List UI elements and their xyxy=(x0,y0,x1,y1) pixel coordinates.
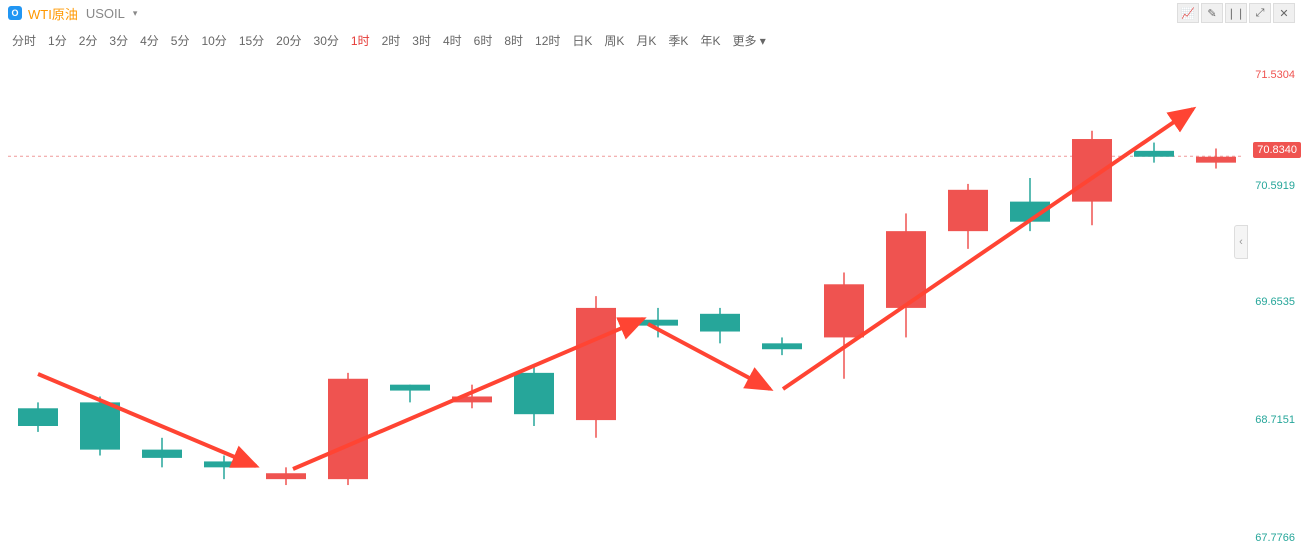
timeframe-12时[interactable]: 12时 xyxy=(535,32,560,49)
timeframe-30分[interactable]: 30分 xyxy=(314,32,339,49)
collapse-handle-icon[interactable]: ‹ xyxy=(1234,225,1248,259)
timeframe-月K[interactable]: 月K xyxy=(636,32,656,49)
timeframe-年K[interactable]: 年K xyxy=(700,32,720,49)
timeframe-2分[interactable]: 2分 xyxy=(79,32,98,49)
current-price-badge: 70.8340 xyxy=(1253,142,1301,158)
header: O WTI原油 USOIL ▾ 📈 ✎ ❘❘ ⤢ ✕ xyxy=(0,0,1303,26)
price-axis: 71.5304 70.5919 69.6535 68.7151 67.7766 70.83… xyxy=(1243,54,1303,550)
price-tick: 71.5304 xyxy=(1255,69,1295,81)
toolbar: 📈 ✎ ❘❘ ⤢ ✕ xyxy=(1177,3,1295,23)
candlestick-chart xyxy=(8,54,1243,550)
timeframe-1时[interactable]: 1时 xyxy=(351,32,370,49)
price-tick: 68.7151 xyxy=(1255,414,1295,426)
symbol-code: USOIL xyxy=(86,6,125,21)
timeframe-15分[interactable]: 15分 xyxy=(239,32,264,49)
symbol-name: WTI原油 xyxy=(28,4,78,23)
timeframe-日K[interactable]: 日K xyxy=(572,32,592,49)
timeframe-6时[interactable]: 6时 xyxy=(474,32,493,49)
symbol-info[interactable]: O WTI原油 USOIL ▾ xyxy=(8,4,137,23)
chevron-down-icon[interactable]: ▾ xyxy=(133,8,138,19)
timeframe-8时[interactable]: 8时 xyxy=(504,32,523,49)
candle-icon[interactable]: ❘❘ xyxy=(1225,3,1247,23)
timeframe-分时[interactable]: 分时 xyxy=(12,32,36,49)
timeframe-5分[interactable]: 5分 xyxy=(171,32,190,49)
compress-icon[interactable]: ⤢ xyxy=(1249,3,1271,23)
timeframe-4时[interactable]: 4时 xyxy=(443,32,462,49)
price-tick: 69.6535 xyxy=(1255,296,1295,308)
timeframe-4分[interactable]: 4分 xyxy=(140,32,159,49)
price-tick: 70.5919 xyxy=(1255,180,1295,192)
timeframe-周K[interactable]: 周K xyxy=(604,32,624,49)
close-icon[interactable]: ✕ xyxy=(1273,3,1295,23)
timeframe-bar: 分时 1分 2分 3分 4分 5分 10分 15分 20分 30分 1时 2时 3时 4时 6时 8时 12时日… xyxy=(0,26,1303,54)
indicator-icon[interactable]: 📈 xyxy=(1177,3,1199,23)
timeframe-季K[interactable]: 季K xyxy=(668,32,688,49)
timeframe-10分[interactable]: 10分 xyxy=(201,32,226,49)
edit-icon[interactable]: ✎ xyxy=(1201,3,1223,23)
timeframe-3分[interactable]: 3分 xyxy=(109,32,128,49)
price-tick: 67.7766 xyxy=(1255,532,1295,544)
timeframe-2时[interactable]: 2时 xyxy=(382,32,401,49)
timeframe-1分[interactable]: 1分 xyxy=(48,32,67,49)
timeframe-20分[interactable]: 20分 xyxy=(276,32,301,49)
logo-badge-icon: O xyxy=(8,6,22,20)
timeframe-3时[interactable]: 3时 xyxy=(412,32,431,49)
timeframe-more[interactable]: 更多 ▾ xyxy=(732,32,765,49)
chart-area[interactable] xyxy=(8,54,1243,550)
